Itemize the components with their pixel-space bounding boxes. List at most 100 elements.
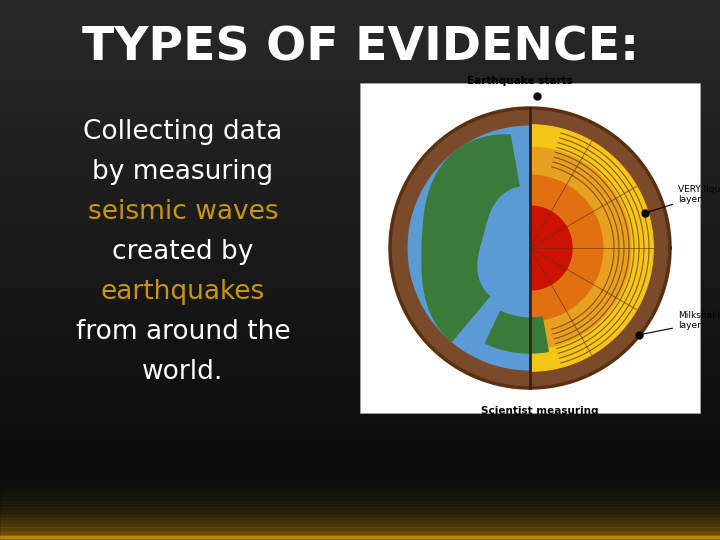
Polygon shape [530,147,631,349]
Text: Scientist measuring: Scientist measuring [481,406,599,416]
Bar [0,503,720,504]
Bar [0,526,720,527]
Bar [0,491,720,492]
Bar [0,500,720,501]
Bar [0,519,720,521]
Bar [0,494,720,495]
Text: TYPES OF EVIDENCE:: TYPES OF EVIDENCE: [81,25,639,71]
Text: Earthquake starts: Earthquake starts [467,76,573,86]
Bar [0,485,720,486]
Bar [0,479,720,480]
Bar [0,489,720,490]
Bar [0,536,720,537]
Bar [0,501,720,502]
Bar [0,480,720,481]
Bar [0,484,720,485]
Bar [0,523,720,524]
Bar [0,528,720,529]
Bar [0,509,720,510]
Bar [0,524,720,525]
Bar [0,511,720,512]
Bar [0,490,720,491]
Bar [0,493,720,494]
Polygon shape [422,135,519,341]
Bar [0,537,720,538]
Bar [0,522,720,523]
Bar [0,495,720,496]
Bar [0,507,720,508]
Bar [0,534,720,535]
Bar [0,512,720,514]
Bar [0,488,720,489]
Bar [0,518,720,519]
Bar [0,517,720,518]
Bar [0,538,720,539]
Polygon shape [530,108,670,388]
Text: by measuring: by measuring [92,159,274,185]
Bar [0,530,720,531]
Bar [0,532,720,534]
Bar [0,494,720,495]
Bar [0,529,720,530]
Bar [0,535,720,536]
Bar [0,525,720,526]
Polygon shape [407,125,530,371]
Bar [0,516,720,517]
Polygon shape [530,175,603,321]
Text: VERY liquid
layer: VERY liquid layer [647,185,720,212]
Bar [0,497,720,498]
Bar [0,510,720,511]
Text: Collecting data: Collecting data [84,119,283,145]
Bar [0,482,720,483]
Bar [0,510,720,511]
Bar [0,485,720,487]
Bar [0,484,720,485]
Bar [0,534,720,535]
Bar [0,537,720,538]
Bar [0,514,720,515]
Bar [0,523,720,524]
Bar [0,495,720,496]
Bar [0,481,720,482]
Bar [0,524,720,525]
Bar [0,504,720,505]
Bar [0,519,720,520]
Bar [0,525,720,526]
Bar [0,513,720,514]
Polygon shape [530,125,653,371]
Bar [0,490,720,491]
Text: world.: world. [143,359,224,385]
Bar [0,504,720,505]
Bar [0,483,720,484]
Text: created by: created by [112,239,253,265]
Bar [0,500,720,501]
Bar [0,498,720,500]
Polygon shape [390,108,530,388]
Bar [0,487,720,488]
Bar [0,535,720,536]
Bar [0,515,720,516]
Bar [0,532,720,533]
Bar [360,83,700,413]
Bar [0,489,720,490]
Bar [0,521,720,522]
Text: earthquakes: earthquakes [101,279,265,305]
Bar [0,483,720,484]
Bar [0,496,720,497]
Bar [0,533,720,534]
Bar [0,505,720,506]
Bar [0,505,720,507]
Bar [0,518,720,519]
Text: from around the: from around the [76,319,290,345]
Bar [0,480,720,481]
Bar [0,499,720,500]
Polygon shape [485,312,548,353]
Bar [0,508,720,509]
Text: Milkshake-like
layer: Milkshake-like layer [642,311,720,334]
Bar [0,538,720,539]
Bar [0,530,720,531]
Bar [0,488,720,489]
Bar [0,536,720,538]
Bar [0,502,720,503]
Bar [0,527,720,528]
